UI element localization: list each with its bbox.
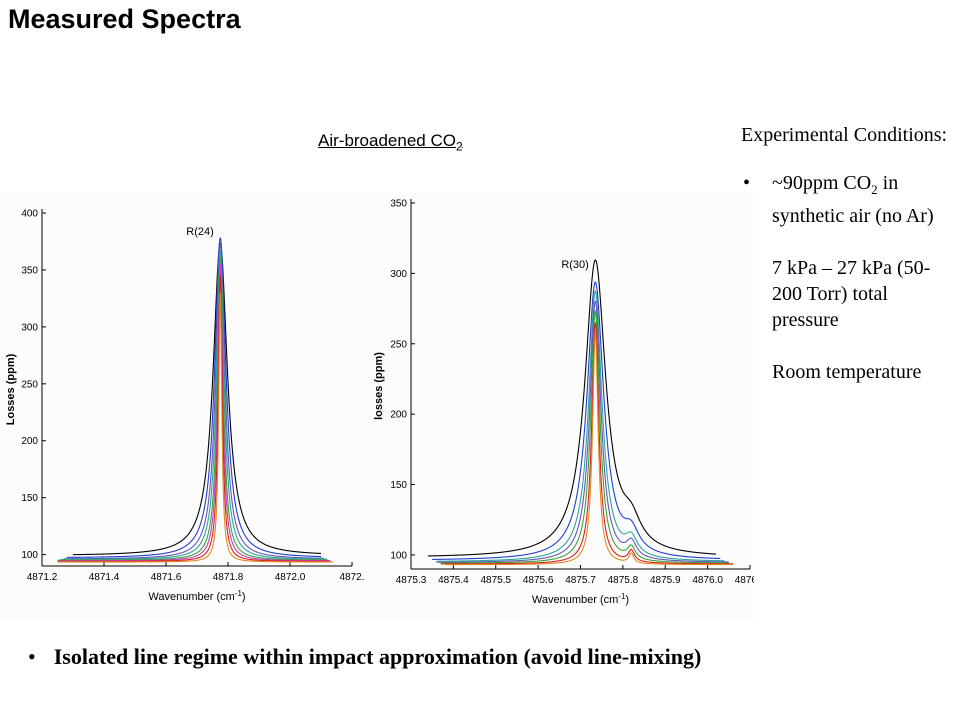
- y-axis-label: losses (ppm): [373, 352, 385, 420]
- y-tick-label: 250: [21, 379, 38, 390]
- series-line-1: [432, 281, 721, 560]
- series-line-4: [440, 309, 729, 564]
- x-tick-label: 4875.3: [396, 575, 427, 586]
- peak-annotation: R(24): [186, 226, 214, 238]
- series-line-5: [440, 322, 734, 565]
- x-axis-label-superscript: -1: [618, 592, 626, 601]
- y-tick-label: 300: [390, 269, 407, 280]
- x-tick-label: 4875.6: [523, 575, 554, 586]
- series-line-3: [436, 300, 729, 563]
- x-tick-label: 4875.5: [480, 575, 511, 586]
- x-tick-label: 4871.8: [213, 572, 244, 583]
- series-line-6: [57, 275, 331, 562]
- x-tick-label: 4875.4: [438, 575, 469, 586]
- y-tick-label: 150: [390, 480, 407, 491]
- x-tick-label: 4871.4: [89, 572, 120, 583]
- spectrum-plot-r24: 100 150 200 250 300 350 400 4871.2 4871.4 4871.6 4…: [5, 209, 365, 604]
- x-tick-label: 4872.0: [275, 572, 306, 583]
- series-line-1: [66, 237, 322, 558]
- bullet-icon: •: [28, 644, 36, 669]
- experimental-conditions: Experimental Conditions: • ~90ppm CO2 in …: [741, 122, 953, 411]
- series-line-5: [57, 264, 331, 562]
- y-tick-label: 150: [21, 493, 38, 504]
- condition-text-pre: ~90ppm CO: [772, 172, 872, 194]
- spectrum-chart-r30: 100 150 200 250 300 350 4875.3 4875.4 4875.5 4875…: [368, 193, 754, 619]
- y-axis-label: Losses (ppm): [5, 353, 17, 425]
- condition-subscript: 2: [871, 182, 878, 197]
- series-line-0: [427, 259, 717, 557]
- y-tick-label: 100: [21, 550, 38, 561]
- bullet-icon: •: [743, 172, 751, 194]
- spectrum-chart-r24: 100 150 200 250 300 350 400 4871.2 4871.4 4871.6 4…: [0, 193, 370, 619]
- subtitle-text: Air-broadened CO: [318, 131, 456, 150]
- series-line-0: [73, 243, 322, 556]
- y-tick-label: 200: [390, 410, 407, 421]
- x-tick-label: 4871.6: [151, 572, 182, 583]
- bottom-note-text: Isolated line regime within impact appro…: [53, 644, 702, 669]
- y-tick-label: 100: [390, 550, 407, 561]
- x-axis-label: Wavenumber (cm-1): [148, 589, 245, 604]
- condition-item: •7 kPa – 27 kPa (50-200 Torr) total pres…: [741, 255, 953, 333]
- series-line-2: [63, 243, 325, 560]
- chart-subtitle: Air-broadened CO2: [318, 131, 463, 153]
- slide-title: Measured Spectra: [8, 4, 241, 34]
- x-axis-label: Wavenumber (cm-1): [532, 592, 629, 607]
- x-tick-label: 4875.9: [650, 575, 681, 586]
- x-tick-label: 4876.0: [692, 575, 723, 586]
- condition-text-pre: Room temperature: [772, 361, 922, 383]
- conditions-list: • ~90ppm CO2 in synthetic air (no Ar) •7 …: [741, 170, 953, 385]
- y-tick-label: 400: [21, 209, 38, 220]
- subtitle-subscript: 2: [455, 139, 463, 154]
- conditions-heading: Experimental Conditions:: [741, 124, 948, 146]
- x-tick-label: 4872.: [339, 572, 364, 583]
- condition-text-pre: 7 kPa – 27 kPa (50-200 Torr) total press…: [772, 257, 931, 331]
- x-tick-label: 4875.8: [608, 575, 639, 586]
- condition-item: •Room temperature: [741, 359, 953, 385]
- condition-item: • ~90ppm CO2 in synthetic air (no Ar): [741, 170, 953, 229]
- y-tick-label: 300: [21, 322, 38, 333]
- y-tick-label: 250: [390, 339, 407, 350]
- x-tick-label: 4875.7: [565, 575, 596, 586]
- y-tick-label: 200: [21, 436, 38, 447]
- x-tick-label: 4876.1: [735, 575, 754, 586]
- series-line-3: [60, 250, 328, 561]
- peak-annotation: R(30): [561, 259, 589, 271]
- spectrum-plot-r30: 100 150 200 250 300 350 4875.3 4875.4 4875.5 4875…: [373, 199, 754, 607]
- series-line-6: [444, 332, 734, 566]
- series-line-2: [436, 290, 725, 562]
- series-line-7: [57, 292, 334, 563]
- y-tick-label: 350: [21, 265, 38, 276]
- series-line-4: [57, 256, 328, 561]
- x-axis-label-superscript: -1: [235, 589, 243, 598]
- condition-text-post: in synthetic air (no Ar): [772, 172, 934, 227]
- bottom-note: • Isolated line regime within impact appr…: [28, 644, 701, 670]
- y-tick-label: 350: [390, 199, 407, 210]
- x-tick-label: 4871.2: [27, 572, 58, 583]
